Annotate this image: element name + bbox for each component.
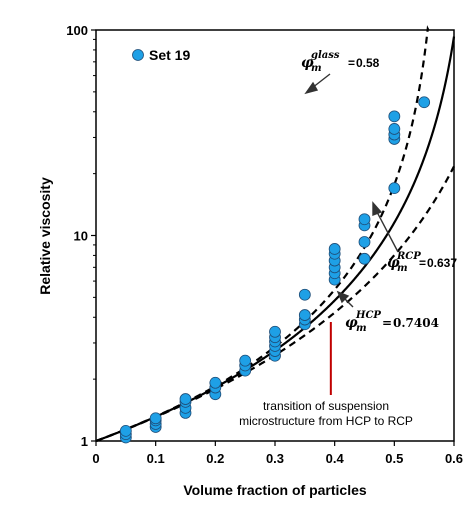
label-hcp: φ HCP m = 0.7404 — [345, 310, 439, 334]
arrowhead-glass — [304, 81, 319, 95]
y-tick-label: 100 — [66, 23, 88, 38]
x-tick-label: 0.6 — [445, 451, 463, 466]
legend-label: Set 19 — [149, 47, 190, 63]
label-hcp-sub: m — [356, 323, 367, 334]
y-tick-label: 10 — [74, 229, 88, 244]
label-hcp-sup: HCP — [355, 310, 381, 321]
curve-glass — [95, 25, 430, 443]
data-point — [239, 354, 252, 367]
label-arrows — [304, 73, 399, 308]
legend-marker — [132, 49, 144, 61]
data-point — [358, 213, 371, 226]
x-axis-label: Volume fraction of particles — [183, 482, 367, 498]
x-tick-label: 0.5 — [385, 451, 403, 466]
y-axis-label: Relative viscosity — [37, 177, 53, 295]
data-point — [209, 376, 222, 389]
label-glass-value: 0.58 — [356, 56, 380, 70]
data-point — [149, 412, 162, 425]
data-point — [328, 243, 341, 255]
label-glass-sup: glass — [311, 50, 340, 61]
x-axis-ticks: 0 0.1 0.2 0.3 0.4 0.5 0.6 — [92, 441, 463, 466]
label-rcp-eq: = — [419, 256, 426, 270]
label-rcp-phi: φ — [387, 255, 400, 271]
x-tick-label: 0 — [92, 451, 99, 466]
arrowhead-hcp — [336, 290, 350, 304]
label-glass: φ glass m = 0.58 — [301, 50, 380, 74]
label-rcp-value: 0.637 — [427, 256, 457, 270]
label-hcp-eq: = — [382, 316, 392, 330]
label-glass-phi: φ — [301, 55, 314, 71]
data-point — [388, 110, 401, 123]
data-point — [388, 182, 401, 195]
legend: Set 19 — [132, 47, 190, 63]
data-point — [269, 325, 281, 338]
data-point — [418, 96, 431, 109]
label-rcp: φ RCP m = 0.637 — [387, 251, 457, 274]
data-points — [119, 96, 431, 444]
y-axis-ticks: 1 10 100 — [66, 23, 96, 449]
annotation-line-2: microstructure from HCP to RCP — [239, 414, 413, 428]
model-curves — [95, 25, 456, 443]
arrow-rcp — [376, 211, 399, 253]
label-rcp-sup: RCP — [396, 251, 421, 262]
label-glass-sub: m — [311, 63, 322, 74]
annotation-line-1: transition of suspension — [263, 399, 389, 413]
label-hcp-value: 0.7404 — [393, 316, 439, 330]
label-rcp-sub: m — [397, 263, 408, 274]
label-glass-eq: = — [348, 56, 355, 70]
arrowhead-rcp — [372, 201, 383, 217]
x-tick-label: 0.3 — [266, 451, 284, 466]
data-point — [358, 236, 371, 248]
data-point — [388, 123, 401, 135]
x-tick-label: 0.2 — [206, 451, 224, 466]
x-tick-label: 0.4 — [326, 451, 345, 466]
data-point — [119, 424, 132, 437]
x-tick-label: 0.1 — [147, 451, 165, 466]
data-point — [298, 288, 311, 301]
data-point — [358, 252, 371, 265]
y-tick-label: 1 — [81, 434, 88, 449]
plot-frame — [95, 29, 455, 442]
label-hcp-phi: φ — [345, 315, 358, 331]
curve-rcp — [95, 36, 456, 443]
data-point — [298, 309, 311, 321]
data-point — [179, 393, 192, 405]
